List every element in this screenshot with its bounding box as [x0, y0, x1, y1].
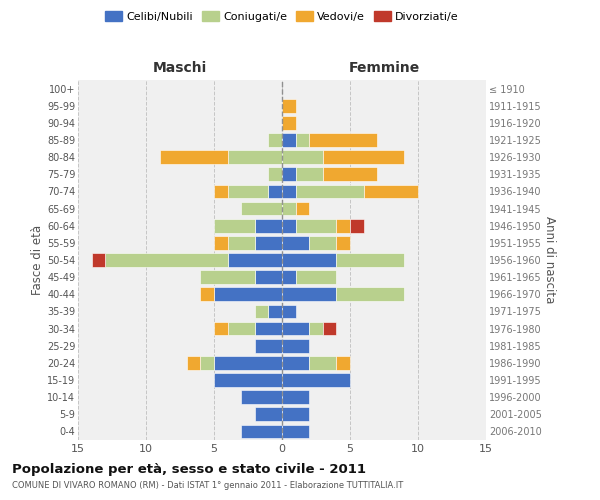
- Bar: [296, 184, 364, 198]
- Bar: [337, 288, 404, 301]
- Bar: [282, 408, 309, 421]
- Bar: [105, 253, 227, 267]
- Bar: [282, 339, 309, 352]
- Bar: [214, 288, 282, 301]
- Bar: [296, 219, 337, 232]
- Bar: [364, 184, 418, 198]
- Bar: [282, 288, 337, 301]
- Bar: [214, 373, 282, 387]
- Bar: [323, 150, 404, 164]
- Text: Maschi: Maschi: [153, 61, 207, 75]
- Bar: [282, 236, 309, 250]
- Bar: [214, 322, 227, 336]
- Bar: [296, 168, 323, 181]
- Bar: [227, 184, 268, 198]
- Bar: [309, 356, 337, 370]
- Bar: [282, 219, 296, 232]
- Bar: [255, 408, 282, 421]
- Bar: [282, 356, 309, 370]
- Bar: [282, 168, 296, 181]
- Bar: [296, 270, 337, 284]
- Bar: [255, 322, 282, 336]
- Text: Popolazione per età, sesso e stato civile - 2011: Popolazione per età, sesso e stato civil…: [12, 462, 366, 475]
- Y-axis label: Fasce di età: Fasce di età: [31, 225, 44, 295]
- Bar: [241, 202, 282, 215]
- Text: Femmine: Femmine: [349, 61, 419, 75]
- Bar: [214, 219, 255, 232]
- Bar: [350, 219, 364, 232]
- Bar: [323, 168, 377, 181]
- Bar: [337, 236, 350, 250]
- Bar: [296, 202, 309, 215]
- Bar: [241, 390, 282, 404]
- Bar: [282, 304, 296, 318]
- Bar: [337, 356, 350, 370]
- Bar: [255, 219, 282, 232]
- Bar: [268, 304, 282, 318]
- Bar: [282, 116, 296, 130]
- Bar: [255, 236, 282, 250]
- Bar: [268, 133, 282, 147]
- Bar: [255, 270, 282, 284]
- Legend: Celibi/Nubili, Coniugati/e, Vedovi/e, Divorziati/e: Celibi/Nubili, Coniugati/e, Vedovi/e, Di…: [101, 6, 463, 26]
- Bar: [92, 253, 105, 267]
- Y-axis label: Anni di nascita: Anni di nascita: [542, 216, 556, 304]
- Bar: [227, 322, 255, 336]
- Bar: [309, 236, 337, 250]
- Bar: [282, 390, 309, 404]
- Bar: [160, 150, 227, 164]
- Bar: [200, 288, 214, 301]
- Bar: [337, 219, 350, 232]
- Bar: [214, 356, 282, 370]
- Bar: [282, 150, 323, 164]
- Bar: [282, 202, 296, 215]
- Bar: [309, 133, 377, 147]
- Bar: [268, 184, 282, 198]
- Bar: [227, 253, 282, 267]
- Bar: [200, 270, 255, 284]
- Bar: [255, 304, 268, 318]
- Bar: [268, 168, 282, 181]
- Bar: [282, 322, 309, 336]
- Bar: [282, 99, 296, 112]
- Bar: [282, 424, 309, 438]
- Bar: [296, 133, 309, 147]
- Bar: [200, 356, 214, 370]
- Bar: [282, 253, 337, 267]
- Bar: [309, 322, 323, 336]
- Bar: [214, 236, 227, 250]
- Bar: [214, 184, 227, 198]
- Bar: [241, 424, 282, 438]
- Bar: [255, 339, 282, 352]
- Bar: [282, 373, 350, 387]
- Bar: [282, 270, 296, 284]
- Bar: [282, 133, 296, 147]
- Bar: [227, 236, 255, 250]
- Text: COMUNE DI VIVARO ROMANO (RM) - Dati ISTAT 1° gennaio 2011 - Elaborazione TUTTITA: COMUNE DI VIVARO ROMANO (RM) - Dati ISTA…: [12, 481, 403, 490]
- Bar: [282, 184, 296, 198]
- Bar: [227, 150, 282, 164]
- Bar: [337, 253, 404, 267]
- Bar: [323, 322, 337, 336]
- Bar: [187, 356, 200, 370]
